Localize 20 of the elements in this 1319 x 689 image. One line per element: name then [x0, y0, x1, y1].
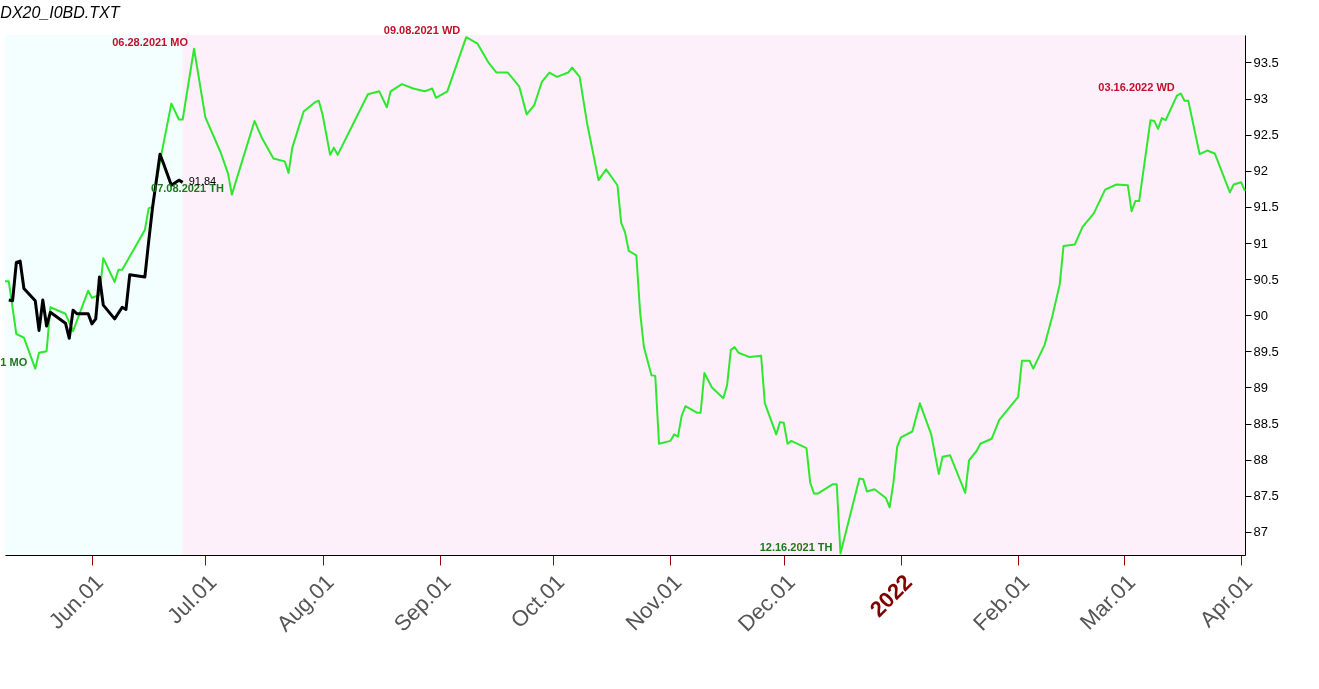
y-tick-label: 91	[1253, 235, 1268, 251]
y-tick-label: 92	[1253, 163, 1268, 179]
y-tick-label: 89.5	[1253, 343, 1279, 359]
chart-title: DX20_I0BD.TXT	[0, 4, 121, 22]
y-tick-label: 88	[1253, 452, 1268, 468]
y-tick-label: 87.5	[1253, 488, 1279, 504]
y-tick-label: 88.5	[1253, 416, 1279, 432]
y-tick-label: 91.5	[1253, 199, 1279, 215]
y-tick-label: 93.5	[1253, 54, 1279, 70]
annotation: 09.08.2021 WD	[383, 24, 461, 37]
annotation: 06.28.2021 MO	[112, 35, 189, 48]
annotation: 1 MO	[0, 355, 28, 368]
y-tick-label: 89	[1253, 379, 1268, 395]
annotation: 03.16.2022 WD	[1098, 80, 1175, 93]
y-tick-label: 90	[1253, 307, 1268, 323]
y-tick-label: 93	[1253, 91, 1268, 107]
y-tick-label: 87	[1253, 524, 1268, 540]
y-tick-label: 90.5	[1253, 271, 1279, 287]
y-tick-label: 92.5	[1253, 127, 1279, 143]
annotation: 12.16.2021 TH	[759, 540, 833, 553]
